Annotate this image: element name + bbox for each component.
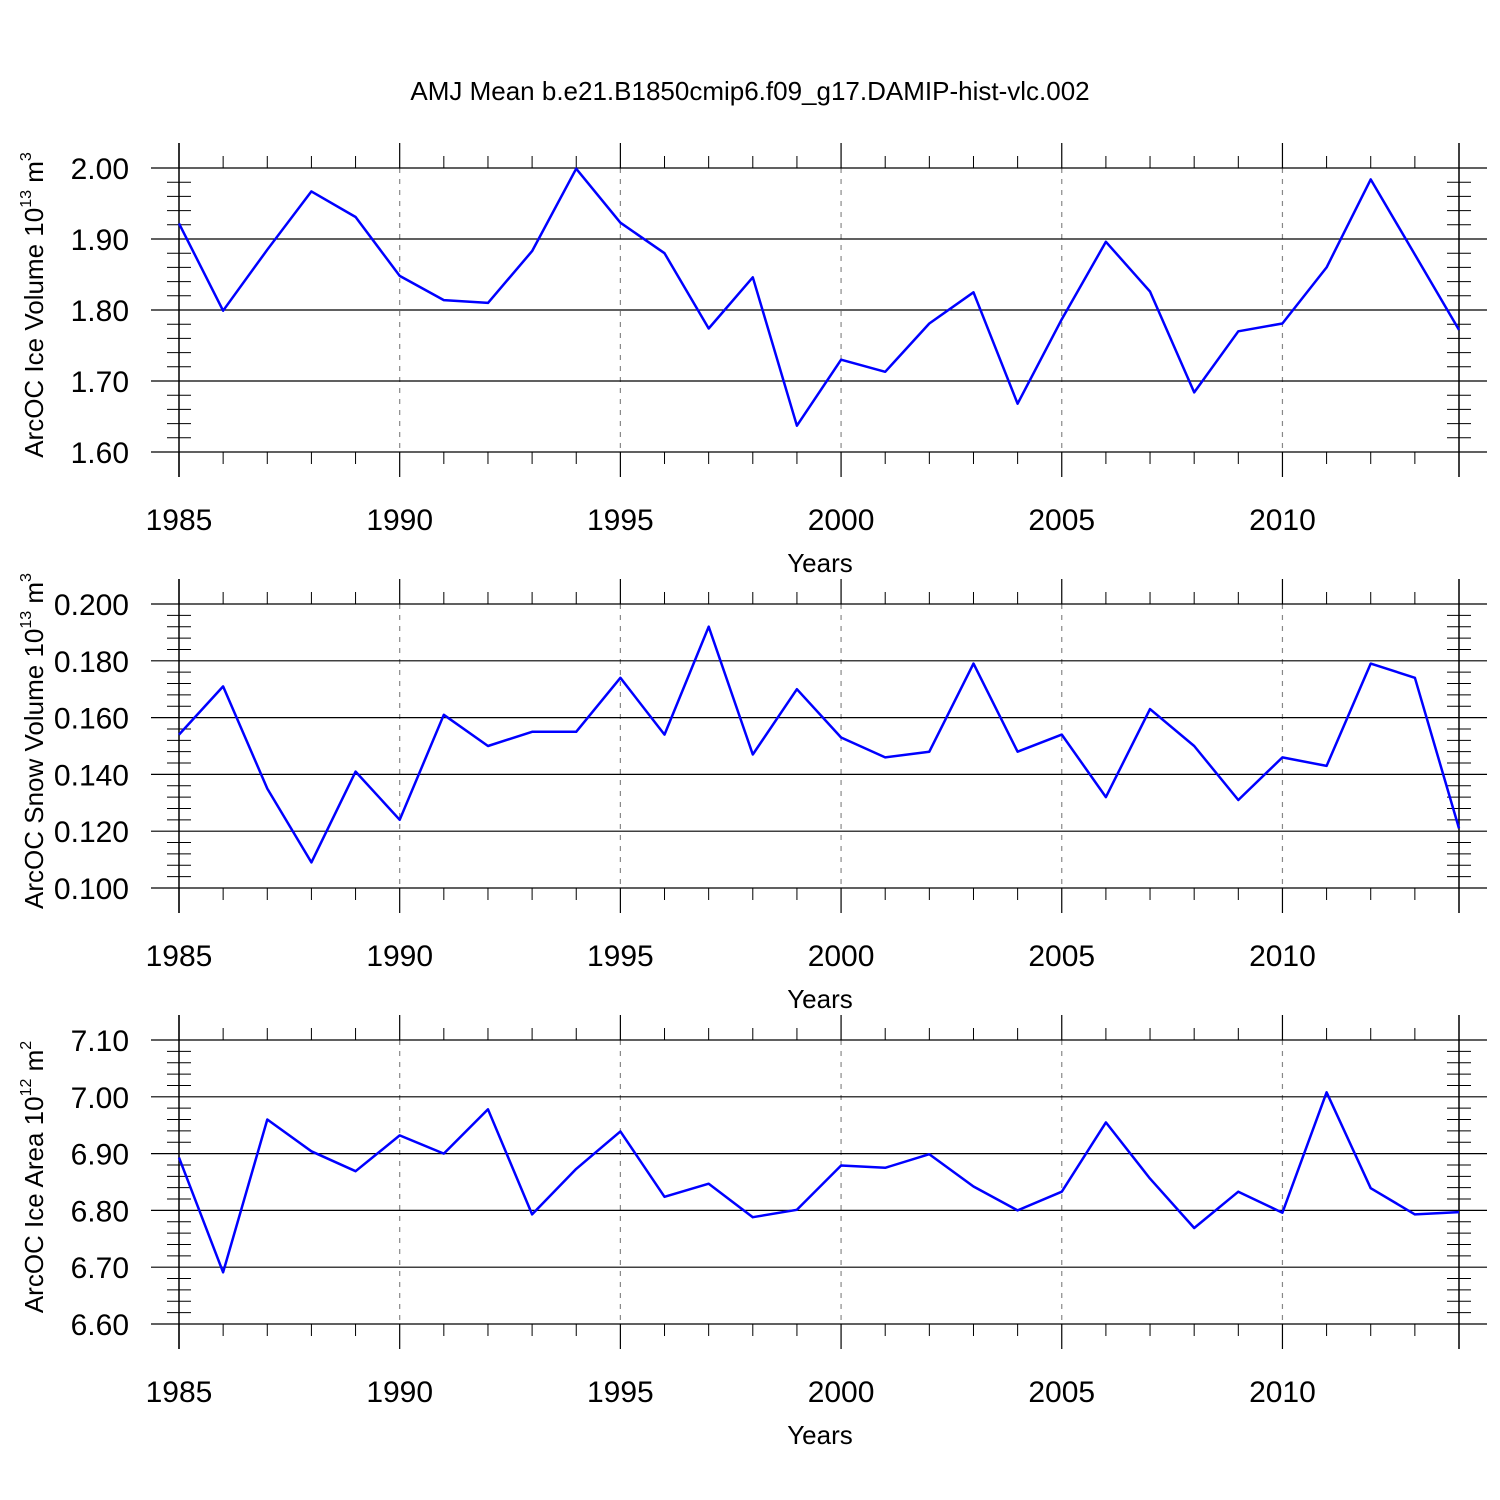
y-axis-label-unit-exponent: 3: [18, 152, 35, 161]
y-tick-label: 0.120: [54, 816, 129, 849]
y-tick-label: 1.70: [71, 366, 129, 399]
y-axis-label-exponent: 12: [18, 1079, 35, 1097]
x-tick-label: 1995: [587, 1376, 654, 1409]
y-axis-label-exponent: 13: [18, 190, 35, 208]
x-tick-label: 2010: [1249, 1376, 1316, 1409]
y-axis-label-unit-exponent: 2: [18, 1041, 35, 1050]
figure-title: AMJ Mean b.e21.B1850cmip6.f09_g17.DAMIP-…: [410, 76, 1089, 106]
y-axis-label-main: ArcOC Ice Area 10: [19, 1096, 49, 1313]
x-tick-label: 2005: [1028, 504, 1095, 537]
series-line: [178, 625, 1461, 864]
x-tick-label: 1995: [587, 940, 654, 973]
y-tick-label: 2.00: [71, 153, 129, 186]
y-tick-label: 0.140: [54, 759, 129, 792]
x-tick-label: 1990: [366, 940, 433, 973]
y-axis-label-unit: m: [19, 582, 49, 611]
y-tick-label: 0.180: [54, 646, 129, 679]
y-axis-label: ArcOC Ice Area 1012 m2: [18, 1041, 49, 1313]
x-tick-label: 1985: [146, 1376, 213, 1409]
x-tick-label: 1985: [146, 940, 213, 973]
y-axis-label-main: ArcOC Snow Volume 10: [19, 629, 49, 909]
y-tick-label: 1.90: [71, 224, 129, 257]
x-tick-label: 2005: [1028, 940, 1095, 973]
y-tick-label: 6.80: [71, 1195, 129, 1228]
panel-2: 0.100 0.120 0.140 0.160 0.180 0.200 1985 1990 19…: [18, 573, 1487, 1014]
y-axis-label-unit: m: [19, 161, 49, 190]
y-axis-label-main: ArcOC Ice Volume 10: [19, 208, 49, 458]
y-tick-label: 1.80: [71, 295, 129, 328]
y-axis-label-unit: m: [19, 1050, 49, 1079]
x-axis-label: Years: [787, 984, 853, 1014]
x-tick-label: 2010: [1249, 940, 1316, 973]
x-axis-label: Years: [787, 548, 853, 578]
panels: 1.60 1.70 1.80 1.90 2.00 1985 1990 1995 2000 2005…: [18, 143, 1487, 1450]
y-axis-label-exponent: 13: [18, 611, 35, 629]
x-tick-label: 1995: [587, 504, 654, 537]
panel-1: 1.60 1.70 1.80 1.90 2.00 1985 1990 1995 2000 2005…: [18, 143, 1487, 578]
x-tick-label: 1985: [146, 504, 213, 537]
y-tick-label: 0.160: [54, 703, 129, 736]
y-tick-label: 6.70: [71, 1252, 129, 1285]
x-tick-label: 2000: [808, 940, 875, 973]
series-line: [177, 1091, 1460, 1274]
y-tick-label: 0.200: [54, 589, 129, 622]
y-axis-label: ArcOC Ice Volume 1013 m3: [18, 152, 49, 458]
series-line: [177, 167, 1461, 427]
x-tick-label: 2005: [1028, 1376, 1095, 1409]
y-axis-label: ArcOC Snow Volume 1013 m3: [18, 573, 49, 909]
y-tick-label: 1.60: [71, 437, 129, 470]
x-axis-label: Years: [787, 1420, 853, 1450]
x-tick-label: 1990: [366, 504, 433, 537]
y-tick-label: 6.60: [71, 1309, 129, 1342]
y-axis-label-unit-exponent: 3: [18, 573, 35, 582]
panel-3: 6.60 6.70 6.80 6.90 7.00 7.10 1985 1990 1995 2000…: [18, 1015, 1487, 1450]
y-tick-label: 6.90: [71, 1139, 129, 1172]
x-tick-label: 2000: [808, 1376, 875, 1409]
x-tick-label: 2010: [1249, 504, 1316, 537]
x-tick-label: 1990: [366, 1376, 433, 1409]
y-tick-label: 7.00: [71, 1082, 129, 1115]
x-tick-label: 2000: [808, 504, 875, 537]
y-tick-label: 7.10: [71, 1025, 129, 1058]
y-tick-label: 0.100: [54, 873, 129, 906]
